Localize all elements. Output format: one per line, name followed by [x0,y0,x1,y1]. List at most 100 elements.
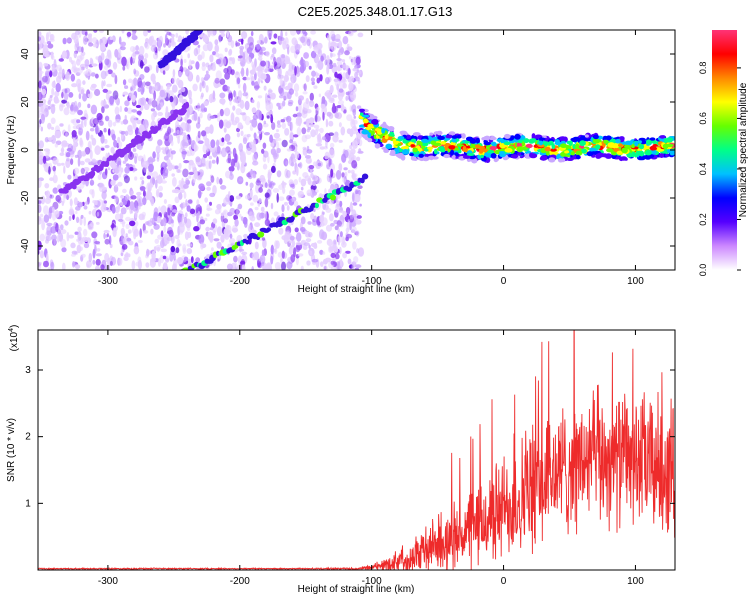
spectrogram-noise-speck [337,100,345,105]
spectrogram-noise-speck [84,59,90,67]
spectrogram-noise-speck [265,102,271,112]
spectrogram-noise-speck [150,197,155,207]
spectrogram-noise-speck [313,85,318,89]
spectrogram-noise-speck [197,189,202,199]
spectrogram-noise-speck [109,95,115,105]
spectrogram-signal-mark [389,131,395,137]
spectrogram-noise-speck [183,256,189,261]
spectrogram-noise-speck [52,174,58,184]
spectrogram-noise-speck [97,174,102,180]
spectrogram-noise-speck [303,83,307,92]
spectrogram-noise-speck [134,210,138,219]
spectrogram-noise-speck [342,36,349,45]
spectrogram-noise-speck [223,218,229,224]
spectrogram-noise-speck [49,177,54,182]
spectrogram-noise-speck [348,68,351,76]
spectrogram-streak-mark [314,202,319,209]
spectrogram-signal-mark [613,142,620,149]
spectrogram-noise-speck [80,116,87,120]
spectrogram-noise-speck [256,43,261,50]
spectrogram-signal-mark [606,148,614,153]
spectrogram-noise-speck [151,100,158,108]
spectrogram-noise-speck [216,139,220,147]
spectrogram-noise-speck [235,40,238,47]
spectrogram-noise-speck [87,103,91,109]
spectrogram-noise-speck [142,230,149,234]
spectrogram-signal-mark [554,139,560,144]
snr-frame [37,329,676,571]
spectrogram-noise-speck [351,160,358,169]
spectrogram-noise-speck [91,158,97,163]
spectrogram-noise-speck [215,52,220,58]
spectrogram-noise-speck [185,199,188,207]
spectrogram-noise-speck [307,221,312,225]
spectrogram-noise-speck [75,186,81,191]
spectrogram-noise-speck [66,38,72,43]
spectrogram-noise-speck [298,116,302,127]
spectrogram-noise-speck [51,80,56,89]
spectrogram-noise-speck [276,192,279,203]
spectrogram-noise-speck [271,53,275,58]
spectrogram-noise-speck [325,207,332,213]
spectrogram-noise-speck [290,254,296,263]
spectrogram-marks [38,30,675,270]
spectrogram-signal-mark [517,152,522,156]
spectrogram-noise-speck [310,77,315,82]
spectrogram-noise-speck [225,121,232,129]
spectrogram-noise-speck [92,43,98,48]
spectrogram-noise-speck [125,223,130,229]
spectrogram-noise-speck [212,218,218,224]
snr-marks [38,330,675,570]
spectrogram-streak-mark [330,194,336,201]
spectrogram-noise-speck [178,70,182,78]
spectrogram-noise-speck [217,258,220,262]
spectrogram-noise-speck [324,155,329,160]
spectrogram-noise-speck [56,162,62,167]
spectrogram-noise-speck [334,184,338,189]
spectrogram-noise-speck [261,148,265,154]
spectrogram-noise-speck [249,182,254,189]
spectrogram-noise-speck [258,187,263,193]
spectrogram-noise-speck [122,160,127,164]
spectrogram-signal-mark [464,140,470,144]
spectrogram-noise-speck [290,183,295,188]
spectrogram-noise-speck [139,186,146,191]
spectrogram-noise-speck [310,129,316,138]
spectrogram-noise-speck [150,44,157,53]
spectrogram-noise-speck [162,262,168,270]
spectrogram-noise-speck [46,222,53,227]
spectrogram-noise-speck [252,114,258,121]
spectrogram-noise-speck [235,195,241,200]
spectrogram-noise-speck [164,30,169,33]
spectrogram-noise-speck [214,77,220,84]
spectrogram-noise-speck [269,134,273,143]
spectrogram-noise-speck [276,129,279,133]
spectrogram-noise-speck [56,64,62,72]
spectrogram-signal-mark [618,136,625,141]
spectrogram-noise-speck [100,134,105,144]
x-tick-label: -100 [362,276,382,287]
spectrogram-noise-speck [322,136,326,141]
spectrogram-noise-speck [308,100,315,108]
spectrogram-signal-mark [362,118,369,124]
spectrogram-signal-mark [634,141,639,147]
spectrogram-noise-speck [260,206,265,212]
spectrogram-noise-speck [320,261,324,267]
spectrogram-noise-speck [210,65,216,72]
y-tick-label: 40 [20,48,31,60]
spectrogram-noise-speck [350,169,355,175]
spectrogram-noise-speck [326,63,330,70]
spectrogram-noise-speck [157,111,164,117]
spectrogram-noise-speck [144,52,149,59]
spectrogram-noise-speck [294,151,300,160]
spectrogram-noise-speck [199,82,202,92]
spectrogram-noise-speck [51,87,55,97]
spectrogram-noise-speck [45,149,50,159]
spectrogram-noise-speck [234,153,238,163]
spectrogram-noise-speck [38,179,42,188]
spectrogram-noise-speck [250,30,254,37]
spectrogram-noise-speck [341,64,348,69]
spectrogram-noise-speck [329,142,335,148]
spectrogram-noise-speck [294,91,299,97]
